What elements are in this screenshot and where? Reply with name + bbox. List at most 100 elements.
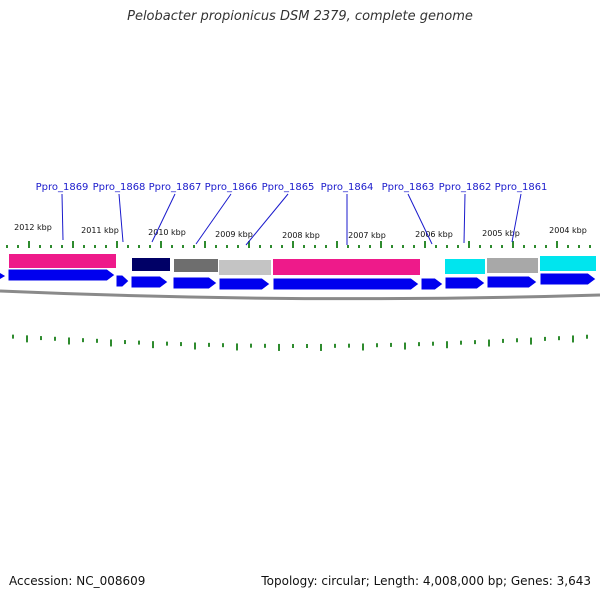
- tick-mark: [292, 241, 294, 248]
- tick-mark: [567, 245, 569, 248]
- tick-mark: [193, 245, 195, 248]
- tick-mark: [149, 245, 151, 248]
- gene-labels: Ppro_1869 Ppro_1868 Ppro_1867 Ppro_1866 Ppro…: [36, 182, 547, 246]
- tick-mark: [236, 343, 238, 351]
- tick-mark: [418, 342, 420, 347]
- tick-mark: [292, 343, 294, 348]
- kbp-label: 2006 kbp: [415, 230, 453, 239]
- tick-mark: [586, 334, 588, 339]
- tick-mark: [124, 340, 126, 345]
- tick-mark: [171, 245, 173, 248]
- tick-mark: [474, 340, 476, 345]
- tick-mark: [501, 245, 503, 248]
- tick-mark: [325, 245, 327, 248]
- kbp-label: 2007 kbp: [348, 231, 386, 240]
- gene-label: Ppro_1867: [149, 182, 202, 193]
- tick-mark: [432, 341, 434, 346]
- tick-mark: [110, 339, 112, 347]
- gene-leader-line: [463, 193, 466, 244]
- kbp-label: 2010 kbp: [148, 228, 186, 237]
- strand-arrow: [0, 271, 7, 281]
- tick-mark: [303, 245, 305, 248]
- tick-mark: [278, 343, 280, 351]
- tick-mark: [127, 245, 129, 248]
- tick-mark: [61, 245, 63, 248]
- tick-mark: [490, 245, 492, 248]
- tick-mark: [336, 241, 338, 248]
- feature-block: [273, 259, 420, 275]
- tick-mark: [347, 245, 349, 248]
- strand-arrow: [115, 274, 130, 288]
- tick-mark: [208, 342, 210, 347]
- kbp-label: 2004 kbp: [549, 226, 587, 235]
- strand-arrow: [272, 277, 420, 291]
- gene-label: Ppro_1865: [262, 182, 315, 193]
- tick-mark: [523, 245, 525, 248]
- tick-mark: [380, 241, 382, 248]
- gene-label: Ppro_1868: [93, 182, 146, 193]
- tick-mark: [160, 241, 162, 248]
- tick-mark: [460, 340, 462, 345]
- gene-leader-line: [511, 193, 522, 243]
- tick-mark: [6, 245, 8, 248]
- kbp-label: 2012 kbp: [14, 223, 52, 232]
- tick-mark: [250, 343, 252, 348]
- kbp-labels: 2012 kbp 2011 kbp 2010 kbp 2009 kbp 2008 kbp…: [14, 223, 587, 240]
- tick-mark: [12, 334, 14, 339]
- tick-mark: [391, 245, 393, 248]
- kbp-label: 2005 kbp: [482, 229, 520, 238]
- tick-mark: [413, 245, 415, 248]
- gene-leader-line: [245, 193, 289, 246]
- tick-mark: [369, 245, 371, 248]
- feature-block: [132, 258, 170, 271]
- tick-mark: [376, 343, 378, 348]
- tick-mark: [556, 241, 558, 248]
- tick-mark: [502, 338, 504, 343]
- tick-mark: [544, 336, 546, 341]
- tick-mark: [402, 245, 404, 248]
- tick-mark: [404, 342, 406, 350]
- strand-arrow: [539, 272, 597, 286]
- bottom-tick-marks: [12, 334, 588, 351]
- tick-mark: [26, 335, 28, 343]
- gene-leader-line: [61, 193, 64, 241]
- tick-mark: [116, 241, 118, 248]
- genome-summary-text: Topology: circular; Length: 4,008,000 bp…: [261, 574, 591, 588]
- genome-backbone: [0, 289, 600, 301]
- strand-arrow: [486, 275, 538, 289]
- gene-leader-line: [118, 193, 124, 243]
- strand-arrow: [172, 276, 218, 290]
- tick-mark: [237, 245, 239, 248]
- tick-mark: [589, 245, 591, 248]
- gene-leader-line: [195, 193, 232, 245]
- tick-mark: [512, 241, 514, 248]
- kbp-label: 2011 kbp: [81, 226, 119, 235]
- feature-block: [174, 259, 218, 272]
- tick-mark: [17, 245, 19, 248]
- tick-mark: [226, 245, 228, 248]
- tick-mark: [68, 337, 70, 345]
- tick-mark: [270, 245, 272, 248]
- tick-mark: [390, 342, 392, 347]
- tick-mark: [545, 245, 547, 248]
- gene-label: Ppro_1863: [382, 182, 435, 193]
- tick-mark: [516, 338, 518, 343]
- tick-mark: [96, 338, 98, 343]
- tick-mark: [468, 241, 470, 248]
- tick-mark: [457, 245, 459, 248]
- tick-mark: [435, 245, 437, 248]
- tick-mark: [40, 336, 42, 341]
- tick-mark: [334, 343, 336, 348]
- tick-mark: [138, 340, 140, 345]
- tick-mark: [479, 245, 481, 248]
- tick-mark: [50, 245, 52, 248]
- tick-mark: [204, 241, 206, 248]
- strand-arrow: [218, 277, 271, 291]
- accession-text: Accession: NC_008609: [9, 574, 146, 588]
- tick-mark: [105, 245, 107, 248]
- tick-mark: [578, 245, 580, 248]
- gene-leader-line: [151, 193, 176, 243]
- feature-block: [487, 258, 538, 273]
- tick-mark: [259, 245, 261, 248]
